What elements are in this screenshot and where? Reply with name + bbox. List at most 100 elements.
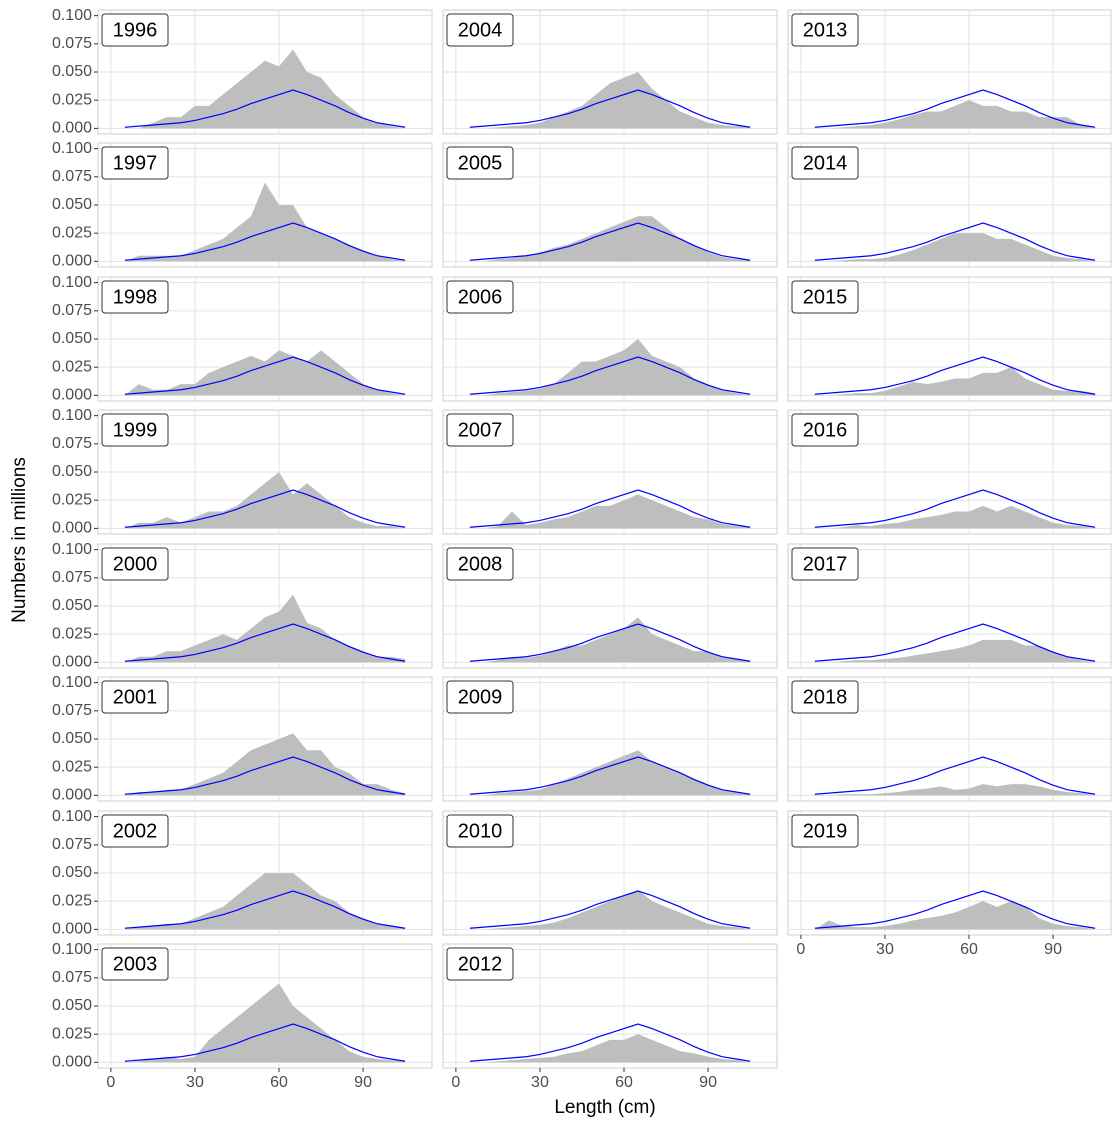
panel: 2008: [442, 543, 778, 669]
strip-label: 2007: [458, 419, 503, 441]
y-tick-label: 0.100: [52, 7, 92, 24]
y-tick-label: 0.000: [52, 787, 92, 804]
area: [814, 505, 1096, 529]
x-tick-label: 0: [451, 1074, 460, 1091]
y-tick-label: 0.025: [52, 224, 92, 241]
panel: 2007: [442, 409, 778, 535]
area: [124, 350, 406, 396]
y-tick-label: 0.050: [52, 864, 92, 881]
x-tick-label: 60: [270, 1074, 288, 1091]
line: [814, 756, 1096, 795]
area: [469, 494, 751, 529]
strip-label: 2006: [458, 286, 503, 308]
y-tick-label: 0.075: [52, 302, 92, 319]
strip-box: [101, 413, 169, 447]
y-tick-label: 0.100: [52, 274, 92, 291]
line: [469, 1023, 751, 1062]
area: [124, 983, 406, 1063]
panel: 2002 0.000 0.025 0.050 0.075 0.100: [52, 808, 433, 938]
panel-border: [442, 9, 778, 135]
strip-label: 1999: [113, 419, 158, 441]
strip-label: 2000: [113, 553, 158, 575]
strip-box: [446, 13, 514, 47]
y-tick-label: 0.075: [52, 168, 92, 185]
panel-border: [442, 409, 778, 535]
x-tick-label: 0: [796, 941, 805, 958]
area: [124, 733, 406, 796]
area: [469, 750, 751, 796]
y-tick-label: 0.025: [52, 91, 92, 108]
y-tick-label: 0.100: [52, 674, 92, 691]
strip-box: [101, 146, 169, 180]
line: [469, 489, 751, 528]
area: [124, 873, 406, 930]
y-tick-label: 0.050: [52, 997, 92, 1014]
y-tick-label: 0.000: [52, 387, 92, 404]
strip-label: 2016: [803, 419, 848, 441]
panel-border: [442, 810, 778, 936]
y-tick-label: 0.075: [52, 35, 92, 52]
line: [124, 89, 406, 128]
strip-label: 1997: [113, 152, 158, 174]
strip-label: 2009: [458, 686, 503, 708]
x-tick-label: 30: [186, 1074, 204, 1091]
y-tick-label: 0.075: [52, 569, 92, 586]
y-tick-label: 0.050: [52, 196, 92, 213]
panel-border: [787, 409, 1112, 535]
strip-box: [446, 814, 514, 848]
panel-border: [787, 543, 1112, 669]
y-tick-label: 0.100: [52, 808, 92, 825]
strip-label: 2005: [458, 152, 503, 174]
panel: 2012 0 30 60 90: [442, 943, 778, 1091]
strip-box: [446, 547, 514, 581]
panel: 2016: [787, 409, 1112, 535]
line: [814, 890, 1096, 929]
x-tick-label: 30: [531, 1074, 549, 1091]
line: [814, 489, 1096, 528]
y-tick-label: 0.000: [52, 654, 92, 671]
strip-label: 1996: [113, 19, 158, 41]
panel: 2017: [787, 543, 1112, 669]
strip-label: 2014: [803, 152, 848, 174]
line: [469, 623, 751, 662]
area: [469, 216, 751, 262]
y-tick-label: 0.075: [52, 969, 92, 986]
y-axis-title: Numbers in millions: [9, 457, 30, 623]
strip-box: [791, 280, 859, 314]
area: [124, 594, 406, 663]
strip-label: 2019: [803, 820, 848, 842]
line: [469, 756, 751, 795]
y-tick-label: 0.025: [52, 1025, 92, 1042]
y-tick-label: 0.050: [52, 330, 92, 347]
strip-box: [791, 146, 859, 180]
area: [814, 367, 1096, 396]
panel-border: [787, 9, 1112, 135]
panel: 2004: [442, 9, 778, 135]
area: [124, 472, 406, 529]
panel-border: [787, 142, 1112, 268]
x-tick-label: 90: [699, 1074, 717, 1091]
panel: 1999 0.000 0.025 0.050 0.075 0.100: [52, 407, 433, 537]
y-tick-label: 0.025: [52, 758, 92, 775]
area: [469, 72, 751, 129]
y-tick-label: 0.100: [52, 407, 92, 424]
strip-box: [446, 947, 514, 981]
strip-box: [101, 814, 169, 848]
line: [469, 89, 751, 128]
strip-label: 2003: [113, 953, 158, 975]
strip-label: 2013: [803, 19, 848, 41]
strip-box: [446, 146, 514, 180]
panel: 2015: [787, 276, 1112, 402]
area: [469, 889, 751, 930]
strip-box: [446, 280, 514, 314]
strip-box: [791, 814, 859, 848]
strip-box: [791, 680, 859, 714]
line: [469, 890, 751, 929]
area: [814, 233, 1096, 262]
strip-box: [101, 680, 169, 714]
line: [124, 756, 406, 795]
x-tick-label: 0: [106, 1074, 115, 1091]
y-tick-label: 0.000: [52, 1054, 92, 1071]
line: [469, 356, 751, 395]
